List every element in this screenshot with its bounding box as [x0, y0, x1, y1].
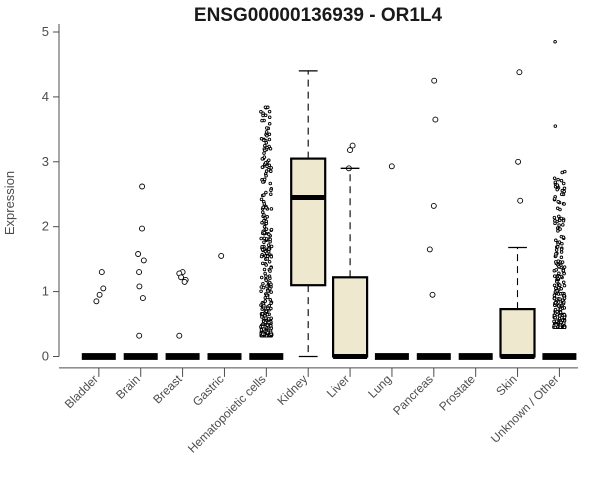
svg-text:Prostate: Prostate	[436, 372, 478, 414]
svg-text:Expression: Expression	[2, 171, 17, 235]
svg-text:Liver: Liver	[324, 372, 352, 400]
svg-text:Brain: Brain	[113, 372, 143, 402]
svg-text:Bladder: Bladder	[62, 372, 101, 411]
svg-text:Kidney: Kidney	[274, 372, 310, 408]
svg-text:Gastric: Gastric	[190, 372, 227, 409]
svg-text:Skin: Skin	[493, 372, 519, 398]
svg-text:Lung: Lung	[365, 372, 394, 401]
svg-text:0: 0	[42, 349, 49, 364]
svg-text:2: 2	[42, 219, 49, 234]
svg-text:Hematopoietic cells: Hematopoietic cells	[185, 372, 268, 455]
svg-text:5: 5	[42, 24, 49, 39]
svg-text:Breast: Breast	[150, 372, 185, 407]
svg-text:ENSG00000136939 - OR1L4: ENSG00000136939 - OR1L4	[194, 5, 443, 26]
svg-text:3: 3	[42, 154, 49, 169]
svg-text:1: 1	[42, 284, 49, 299]
svg-text:4: 4	[42, 89, 49, 104]
svg-text:Pancreas: Pancreas	[390, 372, 436, 418]
